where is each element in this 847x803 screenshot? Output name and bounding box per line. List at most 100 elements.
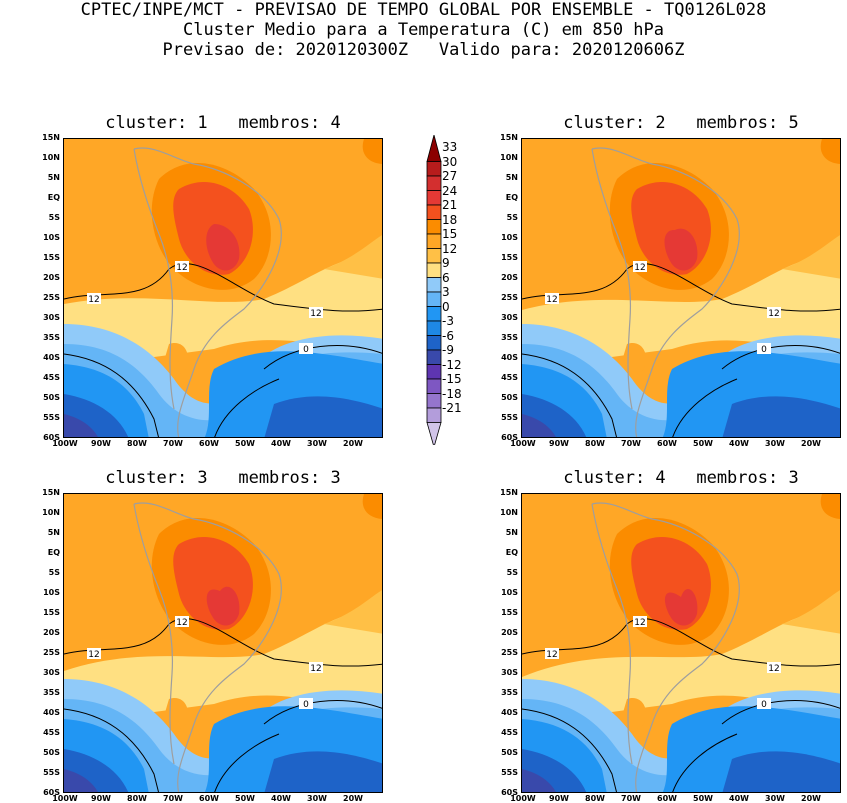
longitude-label: 20W [343, 439, 363, 448]
colorbar-label: 6 [442, 270, 450, 285]
longitude-label: 90W [549, 439, 569, 448]
colorbar-label: -18 [442, 386, 462, 401]
longitude-label: 60W [199, 794, 219, 803]
colorbar-label: 15 [442, 227, 458, 241]
svg-text:12: 12 [634, 618, 645, 628]
latitude-label: 30S [501, 313, 518, 322]
svg-text:0: 0 [761, 345, 767, 355]
latitude-label: 40S [43, 353, 60, 362]
latitude-label: 45S [43, 373, 60, 382]
svg-text:0: 0 [761, 700, 767, 710]
colorbar-swatch [426, 335, 442, 351]
colorbar-label: 3 [442, 285, 450, 299]
latitude-label: 15N [500, 488, 518, 497]
colorbar-swatch [426, 349, 442, 365]
contour-label: 12 [767, 662, 781, 674]
longitude-label: 30W [307, 439, 327, 448]
colorbar-swatch [426, 219, 442, 235]
colorbar-label: 33 [442, 140, 458, 154]
colorbar-swatch [426, 161, 442, 177]
colorbar-label: -6 [442, 328, 454, 343]
latitude-label: 10N [500, 508, 518, 517]
longitude-label: 30W [307, 794, 327, 803]
header-line-1: CPTEC/INPE/MCT - PREVISAO DE TEMPO GLOBA… [80, 0, 767, 20]
contour-label: 12 [545, 648, 559, 660]
colorbar-label: 0 [442, 299, 450, 314]
svg-text:12: 12 [176, 263, 187, 273]
latitude-label: 35S [501, 688, 518, 697]
longitude-label: 60W [657, 794, 677, 803]
latitude-label: 15S [43, 608, 60, 617]
contour-label: 12 [309, 307, 323, 319]
latitude-label: 10S [501, 588, 518, 597]
svg-text:12: 12 [310, 664, 321, 674]
longitude-label: 80W [585, 794, 605, 803]
longitude-label: 50W [235, 794, 255, 803]
latitude-label: 5S [48, 213, 60, 222]
latitude-label: 30S [501, 668, 518, 677]
longitude-label: 50W [235, 439, 255, 448]
colorbar-label: -15 [442, 372, 462, 386]
contour-label: 12 [767, 307, 781, 319]
temperature-map: 12 12 12 0 [521, 138, 841, 438]
latitude-label: 60S [501, 788, 518, 797]
latitude-label: 35S [43, 688, 60, 697]
latitude-label: 45S [43, 728, 60, 737]
latitude-label: EQ [505, 548, 518, 557]
contour-label: 12 [87, 648, 101, 660]
latitude-label: 15N [500, 133, 518, 142]
longitude-label: 40W [271, 439, 291, 448]
svg-text:12: 12 [176, 618, 187, 628]
latitude-label: 15S [501, 608, 518, 617]
colorbar-swatch [426, 204, 442, 220]
longitude-label: 100W [52, 794, 78, 803]
latitude-label: 55S [43, 768, 60, 777]
colorbar-swatch [426, 422, 442, 445]
temperature-map: 12 12 12 0 [521, 493, 841, 793]
latitude-label: 40S [501, 708, 518, 717]
contour-label: 0 [299, 698, 313, 710]
temperature-map: 12 12 12 0 [63, 138, 383, 438]
longitude-label: 90W [91, 794, 111, 803]
colorbar-swatch [426, 135, 442, 162]
colorbar-swatch [426, 190, 442, 206]
longitude-label: 80W [127, 794, 147, 803]
latitude-label: 5S [48, 568, 60, 577]
header-line-3: Previsao de: 2020120300Z Valido para: 20… [162, 40, 685, 60]
latitude-label: 30S [43, 313, 60, 322]
latitude-label: 15N [42, 488, 60, 497]
latitude-label: 10S [43, 233, 60, 242]
longitude-label: 50W [693, 439, 713, 448]
latitude-label: 55S [501, 413, 518, 422]
svg-text:12: 12 [310, 309, 321, 319]
latitude-label: 10S [501, 233, 518, 242]
longitude-label: 90W [91, 439, 111, 448]
svg-text:12: 12 [768, 309, 779, 319]
latitude-label: 50S [501, 393, 518, 402]
colorbar-swatch [426, 407, 442, 423]
latitude-label: 5S [506, 568, 518, 577]
latitude-label: 50S [43, 748, 60, 757]
latitude-label: 5N [47, 173, 60, 182]
longitude-label: 90W [549, 794, 569, 803]
colorbar-label: -21 [442, 401, 462, 415]
colorbar-label: 30 [442, 154, 458, 169]
svg-text:12: 12 [546, 295, 557, 305]
header-line-2: Cluster Medio para a Temperatura (C) em … [182, 20, 665, 40]
colorbar-label: 27 [442, 169, 458, 183]
latitude-label: 5S [506, 213, 518, 222]
latitude-label: EQ [505, 193, 518, 202]
latitude-label: 20S [501, 628, 518, 637]
longitude-label: 70W [163, 794, 183, 803]
svg-text:12: 12 [768, 664, 779, 674]
latitude-label: 30S [43, 668, 60, 677]
longitude-label: 20W [343, 794, 363, 803]
latitude-label: 15S [43, 253, 60, 262]
panel-title: cluster: 2 membros: 5 [563, 113, 799, 133]
latitude-label: 45S [501, 373, 518, 382]
latitude-label: 60S [43, 433, 60, 442]
latitude-label: 5N [47, 528, 60, 537]
latitude-label: 20S [43, 628, 60, 637]
contour-label: 12 [633, 616, 647, 628]
latitude-label: EQ [47, 193, 60, 202]
